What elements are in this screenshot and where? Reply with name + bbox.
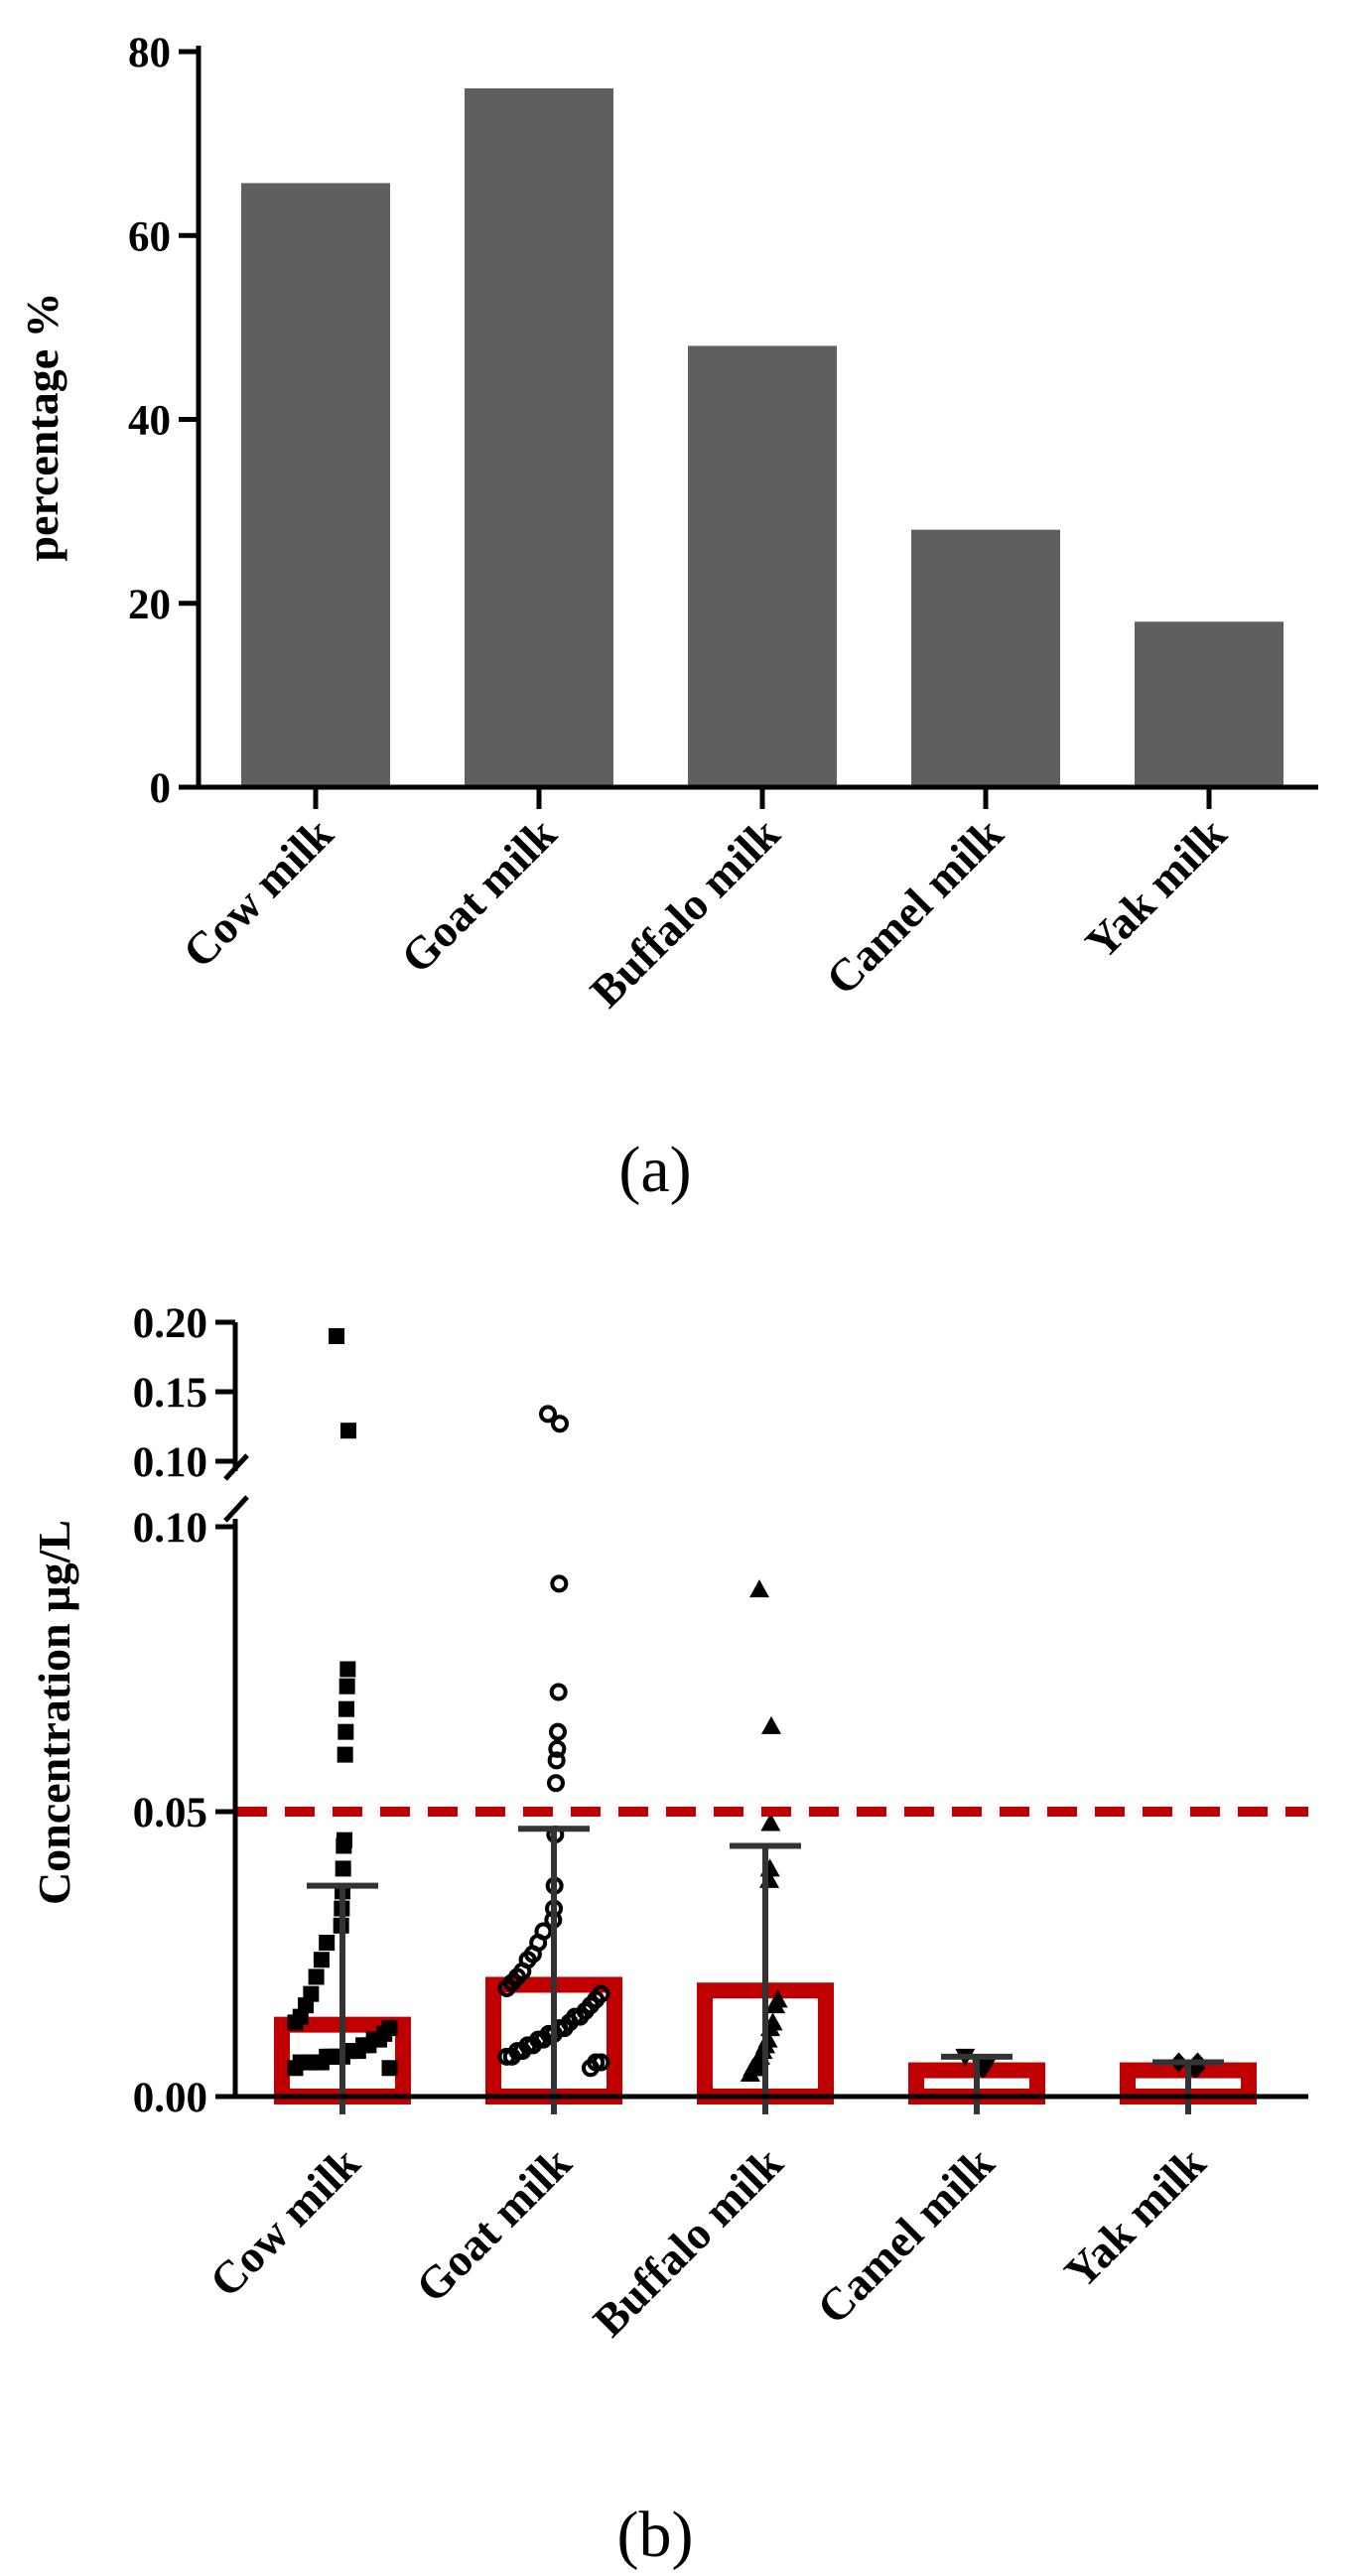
category-label-camel-milk: Camel milk	[807, 2137, 1004, 2334]
category-label-yak-milk: Yak milk	[1075, 808, 1236, 969]
y-tick-label: 0	[150, 765, 172, 812]
y-tick-label: 0.20	[133, 1300, 207, 1347]
data-point-goat-milk	[547, 1751, 566, 1770]
data-point-goat-milk	[548, 1739, 567, 1758]
axis-break-lower	[223, 1495, 249, 1523]
data-point-cow-milk	[338, 1678, 355, 1695]
category-label-cow-milk: Cow milk	[173, 808, 342, 978]
y-tick-label: 80	[128, 30, 171, 76]
category-label-buffalo-milk: Buffalo milk	[584, 2137, 793, 2347]
data-point-cow-milk	[329, 1328, 344, 1344]
chart-b: Concentration µg/L 0.00 0.05 0.10 0.10 0.15 0…	[29, 1300, 1308, 2346]
data-point-cow-milk	[338, 1700, 354, 1717]
chart-b-y-axis-title: Concentration µg/L	[29, 1520, 79, 1905]
data-point-goat-milk	[497, 1978, 516, 1997]
data-point-buffalo-milk	[740, 2064, 760, 2083]
bar-goat-milk	[465, 88, 613, 788]
data-point-cow-milk	[338, 1723, 354, 1740]
category-label-cow-milk: Cow milk	[200, 2137, 369, 2307]
data-point-cow-milk	[336, 1837, 352, 1854]
y-tick-label: 0.10	[133, 1439, 207, 1486]
data-point-buffalo-milk	[760, 1813, 781, 1831]
category-label-camel-milk: Camel milk	[816, 808, 1012, 1005]
data-point-cow-milk	[340, 1423, 356, 1439]
data-point-goat-milk	[549, 1722, 567, 1741]
y-tick-label: 40	[128, 398, 171, 445]
panel-label-a: (a)	[618, 1134, 691, 1206]
data-point-cow-milk	[308, 1968, 325, 1985]
bar-yak-milk	[1135, 621, 1283, 787]
data-point-cow-milk	[287, 2060, 304, 2077]
data-point-buffalo-milk	[761, 1715, 781, 1734]
category-label-buffalo-milk: Buffalo milk	[581, 808, 790, 1017]
y-tick-label: 0.00	[133, 2075, 207, 2121]
category-label-goat-milk: Goat milk	[406, 2137, 581, 2312]
y-tick-label: 0.15	[133, 1370, 207, 1417]
data-point-cow-milk	[335, 1860, 351, 1877]
category-label-goat-milk: Goat milk	[391, 808, 566, 983]
data-point-cow-milk	[337, 1746, 353, 1763]
y-tick-label: 60	[128, 213, 171, 260]
chart-a: percentage % 0 20 40 60 80 Cow milk Goat milk…	[17, 30, 1318, 1017]
data-point-goat-milk	[549, 1683, 568, 1701]
data-point-cow-milk	[287, 2014, 304, 2031]
data-point-buffalo-milk	[749, 1579, 769, 1598]
y-tick-label: 0.05	[133, 1790, 207, 1836]
data-point-cow-milk	[313, 1952, 330, 1968]
bar-cow-milk	[241, 183, 390, 788]
data-point-goat-milk	[581, 2059, 600, 2078]
data-point-cow-milk	[319, 1935, 336, 1952]
chart-a-y-axis-title: percentage %	[17, 292, 68, 561]
data-point-goat-milk	[539, 1405, 557, 1424]
y-tick-label: 0.10	[133, 1505, 207, 1552]
data-point-cow-milk	[381, 2060, 398, 2077]
category-label-yak-milk: Yak milk	[1054, 2137, 1215, 2298]
panel-label-b: (b)	[617, 2499, 694, 2571]
bar-buffalo-milk	[688, 345, 837, 787]
axis-break-upper	[223, 1453, 249, 1481]
data-point-buffalo-milk	[765, 1995, 786, 2014]
data-point-goat-milk	[550, 1574, 569, 1593]
y-tick-label: 20	[128, 582, 171, 628]
data-point-goat-milk	[497, 2047, 516, 2066]
data-point-cow-milk	[339, 1661, 356, 1678]
bar-camel-milk	[911, 529, 1060, 787]
data-point-goat-milk	[551, 1415, 569, 1433]
data-point-goat-milk	[547, 1774, 565, 1793]
